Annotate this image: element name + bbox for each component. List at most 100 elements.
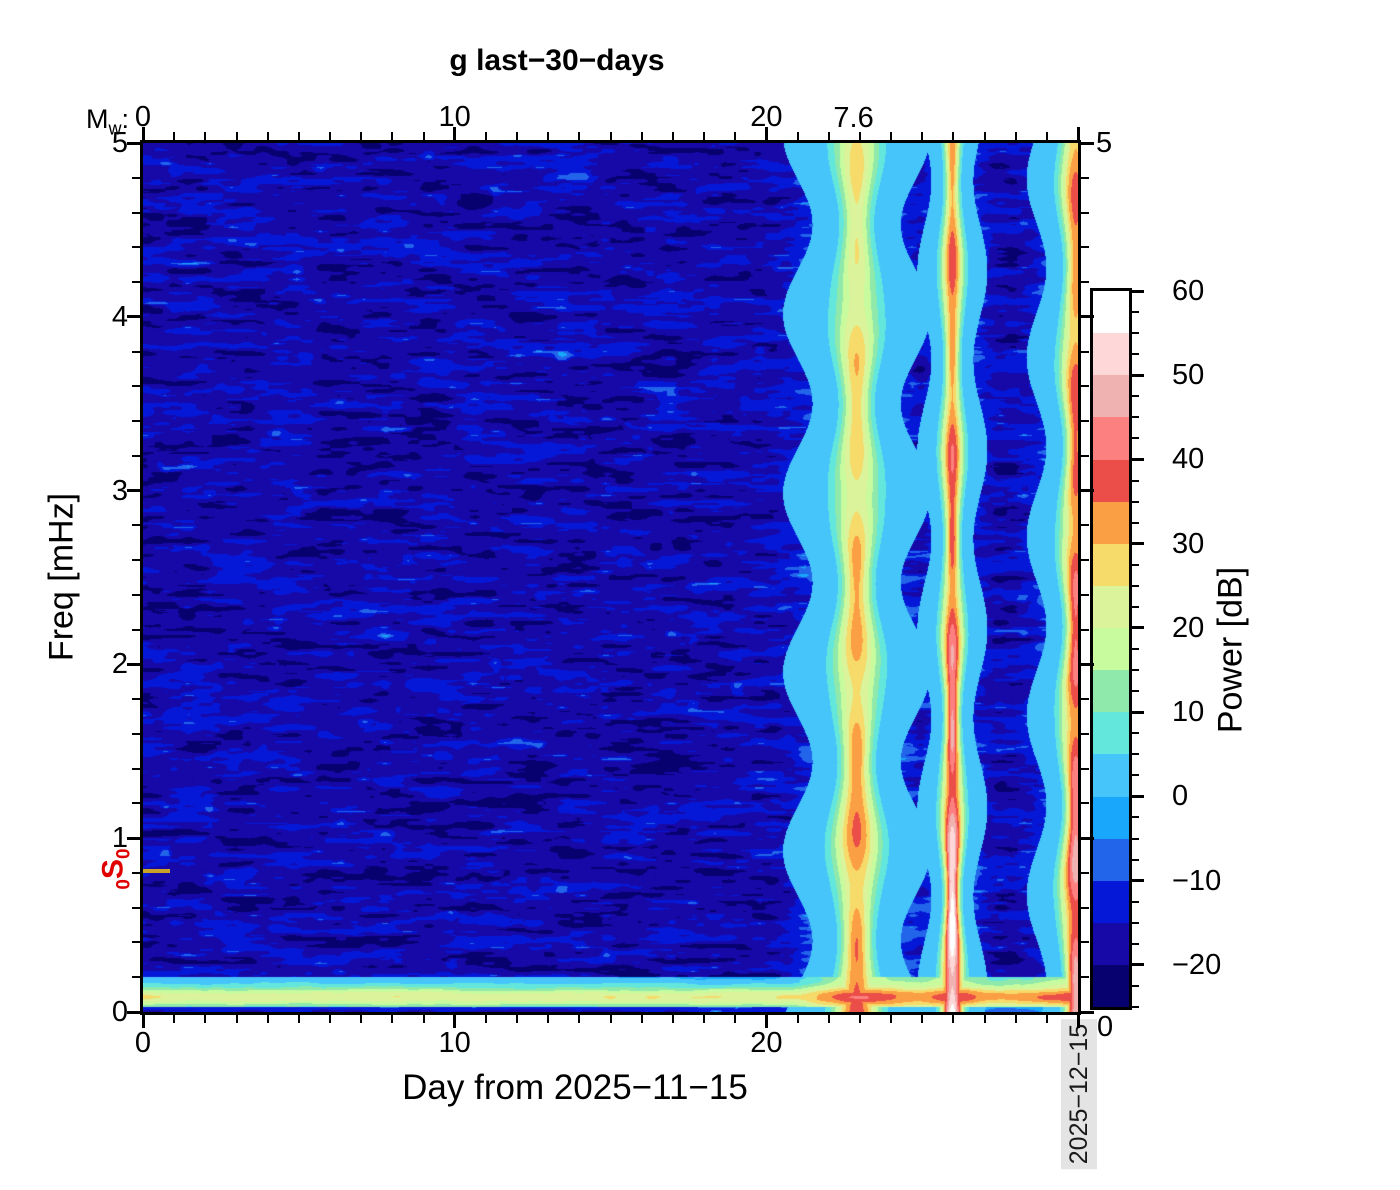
y-axis-tick-right-12 <box>1081 593 1089 596</box>
colorbar-band-50-to-55dB <box>1093 333 1129 376</box>
y-axis-tick-right-10 <box>1081 662 1094 666</box>
colorbar-band--10-to--5dB <box>1093 838 1129 881</box>
x-axis-tick-bottom-3 <box>235 1015 238 1023</box>
x-axis-tick-bottom-15 <box>609 1015 612 1023</box>
y-axis-tick-left-22 <box>132 246 140 249</box>
y-axis-tick-right-15 <box>1081 489 1094 493</box>
x-axis-tick-top-13 <box>547 132 550 140</box>
x-axis-tick-bottom-16 <box>640 1015 643 1023</box>
colorbar-tick-32.5dB <box>1132 521 1139 524</box>
x-axis-tick-top-29 <box>1045 132 1048 140</box>
right-axis-bottom-label: 0 <box>1097 1011 1114 1043</box>
x-axis-tick-bottom-10 <box>453 1015 457 1028</box>
colorbar-band-15-to-20dB <box>1093 628 1129 671</box>
y-axis-tick-right-18 <box>1081 385 1089 388</box>
x-axis-tick-bottom-19 <box>734 1015 737 1023</box>
colorbar-band-40-to-45dB <box>1093 417 1129 460</box>
y-axis-tick-right-17 <box>1081 420 1089 423</box>
x-axis-tick-top-28 <box>1014 132 1017 140</box>
plot-title: g last−30−days <box>449 44 665 77</box>
y-axis-tick-left-15 <box>127 489 140 493</box>
colorbar-tick-0dB <box>1132 794 1144 798</box>
y-axis-tick-left-12 <box>132 593 140 596</box>
colorbar-tick-label-10dB: 10 <box>1172 696 1205 729</box>
y-axis-tick-right-9 <box>1081 698 1089 701</box>
x-tick-label-0: 0 <box>134 1027 152 1059</box>
x-axis-tick-bottom-21 <box>796 1015 799 1023</box>
y-axis-tick-left-25 <box>127 141 140 145</box>
colorbar-tick-7.5dB <box>1132 732 1139 735</box>
mw-sub: w <box>108 118 122 139</box>
y-axis-tick-left-21 <box>132 281 140 284</box>
x-axis-tick-top-22 <box>827 132 830 140</box>
colorbar-band--25-to--20dB <box>1093 965 1129 1008</box>
y-axis-tick-right-21 <box>1081 281 1089 284</box>
y-axis-tick-right-0 <box>1081 1010 1094 1014</box>
colorbar-tick-label--20dB: −20 <box>1172 948 1222 981</box>
x-axis-tick-top-11 <box>484 132 487 140</box>
y-axis-tick-left-2 <box>132 941 140 944</box>
y-axis-tick-right-24 <box>1081 176 1089 179</box>
mw-colon: : <box>121 104 129 134</box>
y-axis-tick-right-5 <box>1081 836 1094 840</box>
colorbar-band-5-to-10dB <box>1093 712 1129 755</box>
x-axis-tick-bottom-0 <box>141 1015 145 1028</box>
y-axis-tick-right-8 <box>1081 732 1089 735</box>
x-axis-tick-bottom-28 <box>1014 1015 1017 1023</box>
colorbar-frame <box>1090 288 1132 1010</box>
y-axis-tick-right-6 <box>1081 802 1089 805</box>
y-axis-tick-right-13 <box>1081 559 1089 562</box>
colorbar-tick-52.5dB <box>1132 353 1139 356</box>
y-axis-tick-right-7 <box>1081 767 1089 770</box>
x-axis-tick-bottom-7 <box>360 1015 363 1023</box>
x-axis-tick-bottom-26 <box>952 1015 955 1023</box>
x-axis-tick-bottom-17 <box>671 1015 674 1023</box>
y-axis-tick-left-6 <box>132 802 140 805</box>
colorbar-band--15-to--10dB <box>1093 880 1129 923</box>
y-axis-tick-right-20 <box>1081 315 1094 319</box>
x-axis-tick-bottom-30 <box>1076 1015 1080 1028</box>
y-axis-tick-left-9 <box>132 698 140 701</box>
x-axis-tick-bottom-8 <box>391 1015 394 1023</box>
colorbar-title: Power [dB] <box>1211 566 1250 734</box>
x-axis-tick-bottom-24 <box>890 1015 892 1023</box>
colorbar-tick-45dB <box>1132 416 1139 419</box>
colorbar-tick-label-40dB: 40 <box>1172 443 1205 476</box>
colorbar-tick--17.5dB <box>1132 942 1139 945</box>
y-axis-tick-left-0 <box>127 1010 140 1014</box>
colorbar-tick-label-60dB: 60 <box>1172 275 1205 307</box>
x-axis-tick-top-4 <box>266 132 269 140</box>
x-axis-tick-top-27 <box>983 132 986 140</box>
colorbar-band-0-to-5dB <box>1093 754 1129 797</box>
y-axis-tick-left-23 <box>132 211 140 214</box>
y-axis-tick-left-17 <box>132 420 140 423</box>
colorbar-tick--7.5dB <box>1132 858 1139 861</box>
x-axis-tick-top-26 <box>952 132 955 140</box>
y-axis-tick-left-5 <box>127 836 140 840</box>
colorbar-tick-47.5dB <box>1132 395 1139 398</box>
x-axis-tick-bottom-25 <box>921 1015 924 1023</box>
colorbar-tick-label--10dB: −10 <box>1172 864 1222 897</box>
mode-main: S <box>96 859 130 880</box>
y-tick-label-5: 5 <box>111 127 128 159</box>
x-axis-tick-top-17 <box>671 132 674 140</box>
top-axis-tick-label-0: 0 <box>134 101 152 133</box>
colorbar-tick-label-50dB: 50 <box>1172 359 1205 392</box>
x-axis-tick-bottom-29 <box>1045 1015 1048 1023</box>
colorbar-tick-2.5dB <box>1132 774 1139 777</box>
colorbar-tick-label-20dB: 20 <box>1172 611 1205 644</box>
colorbar-band-55-to-60dB <box>1093 291 1129 334</box>
x-axis-tick-bottom-13 <box>547 1015 550 1023</box>
y-axis-tick-left-18 <box>132 385 140 388</box>
colorbar-tick-17.5dB <box>1132 648 1139 650</box>
y-tick-label-3: 3 <box>111 474 128 507</box>
x-axis-title: Day from 2025−11−15 <box>402 1068 748 1107</box>
y-axis-tick-right-19 <box>1081 350 1089 353</box>
x-axis-tick-bottom-2 <box>204 1015 207 1023</box>
x-axis-tick-bottom-11 <box>484 1015 487 1023</box>
colorbar-tick-25dB <box>1132 584 1139 587</box>
y-axis-tick-right-11 <box>1081 628 1089 631</box>
colorbar-tick--25dB <box>1132 1006 1139 1008</box>
colorbar-tick-label-0dB: 0 <box>1172 780 1189 813</box>
